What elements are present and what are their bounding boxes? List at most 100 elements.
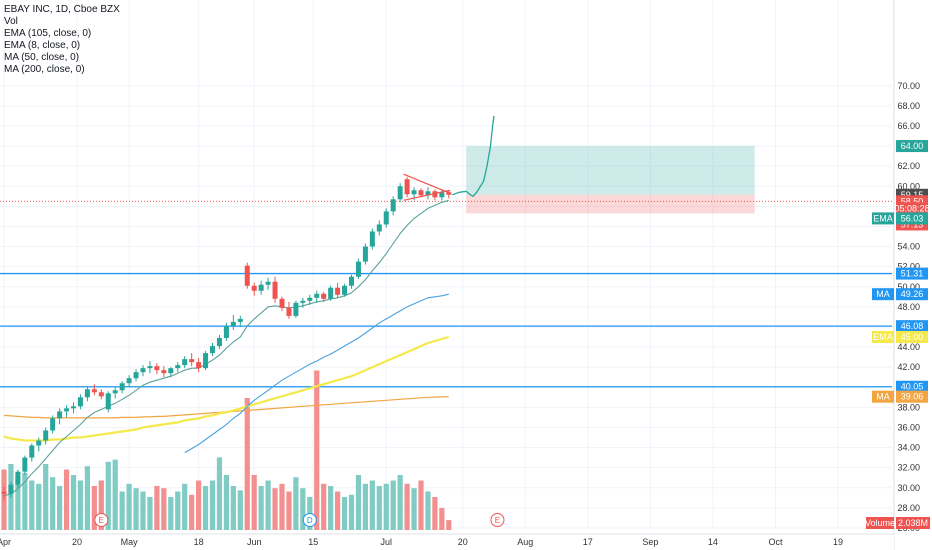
volume-bar [63,469,70,530]
time-tick-label: 14 [708,537,718,547]
moving-averages [3,199,450,497]
volume-bar [369,480,375,530]
volume-bar [202,486,209,530]
price-tag-box[interactable] [896,320,928,333]
price-axis[interactable]: 26.0028.0030.0032.0034.0036.0038.0040.00… [865,0,932,550]
target-zone[interactable] [466,146,755,195]
candle-body [251,285,257,291]
volume-bar [258,486,264,530]
indicator-tag-label: MA [876,392,890,402]
candle-body [258,284,264,291]
candle-body [342,285,348,295]
time-axis-bg [0,534,894,550]
volume-bar [446,520,452,530]
legend-ma-50[interactable]: MA (50, close, 0) [4,52,80,63]
candle-body [355,261,361,277]
volume-bar [196,480,202,530]
time-tick-label: Jun [247,537,262,547]
candle-body [321,293,327,299]
candle-body [98,392,104,397]
event-marker-circle[interactable] [94,513,109,527]
candle-body [64,408,70,412]
price-tag-box[interactable] [896,140,928,153]
volume-bar [70,475,77,530]
candle-body [105,393,111,410]
stop-zone[interactable] [466,194,755,214]
price-tag-box[interactable] [896,288,928,301]
price-tick-label: 38.00 [897,402,920,412]
position-zones[interactable] [466,146,755,214]
candle-body [418,190,424,196]
candle-body [77,397,83,407]
candle-body [432,191,438,198]
price-tag-box[interactable] [896,380,928,393]
time-tick-label: 20 [458,537,468,547]
candle-body [223,325,229,339]
price-tag-box[interactable] [896,390,928,403]
projection-path[interactable] [452,115,495,198]
candles [1,177,452,500]
candle-body [279,298,285,308]
time-tick-label: May [121,537,139,547]
indicator-tag-box[interactable] [872,212,894,225]
legend-ema-8[interactable]: EMA (8, close, 0) [4,40,81,51]
indicator-tag-box[interactable] [872,288,894,301]
candle-body [397,186,403,200]
event-marker-circle[interactable] [302,513,317,527]
candle-body [446,192,452,195]
time-tick-label: Jul [380,537,392,547]
indicator-tag-box[interactable] [872,390,894,403]
candle-body [175,365,181,369]
time-tick-label: Aug [517,537,533,547]
triangle-upper-line[interactable] [403,173,451,194]
candle-body [439,192,445,198]
event-marker-circle[interactable] [490,513,505,527]
volume-bar [355,475,362,530]
volume-bar [126,483,132,530]
horizontal-levels[interactable] [0,200,892,388]
volume-tag-name-box[interactable] [866,517,894,529]
volume-bar [22,472,28,530]
volume-bar [335,491,341,530]
price-tag-label: 46.08 [901,321,924,331]
candle-body [362,246,368,262]
price-tick-label: 66.00 [897,121,920,131]
price-tag-box[interactable] [896,267,928,280]
volume-bar [119,491,125,530]
symbol-title[interactable]: EBAY INC, 1D, Cboe BZX [4,4,120,15]
grid [0,0,895,530]
volume-bar [112,459,118,530]
triangle-lower-line[interactable] [403,189,451,201]
volume-bar [411,488,417,530]
price-tag-label: 51.31 [901,269,924,279]
volume-bar [91,486,97,530]
price-tick-label: 34.00 [897,443,920,453]
volume-bar [209,480,216,530]
time-axis[interactable]: Apr 20 May 18 Jun 15 Jul 20 Aug 17 Sep 14 Oct 19 [0,533,894,550]
candle-body [8,484,14,494]
price-tick-label: 52.00 [897,262,920,272]
volume-bar [237,490,243,530]
candle-body [335,287,341,295]
candle-body [182,359,188,366]
price-tag-box[interactable] [896,202,928,215]
volume-bar [286,491,292,530]
candle-body [50,418,56,431]
volume-tag-value-box[interactable] [896,517,930,529]
indicator-tag-box[interactable] [872,331,894,343]
drawings[interactable] [403,115,495,201]
legend-ema-105[interactable]: EMA (105, close, 0) [4,28,92,39]
legend-volume[interactable]: Vol [4,16,18,27]
price-tag-box[interactable] [896,212,928,225]
price-tick-label: 60.00 [897,181,920,191]
price-tick-label: 48.00 [897,302,920,312]
legend-ma-200[interactable]: MA (200, close, 0) [4,64,85,75]
indicator-tag-label: EMA [873,332,893,342]
volume-bar [84,466,90,530]
volume-tag-value: 2.038M [898,518,928,528]
price-tag-label: 59.15 [901,190,924,200]
volume-bar [36,483,42,530]
price-tag-box[interactable] [896,331,928,343]
